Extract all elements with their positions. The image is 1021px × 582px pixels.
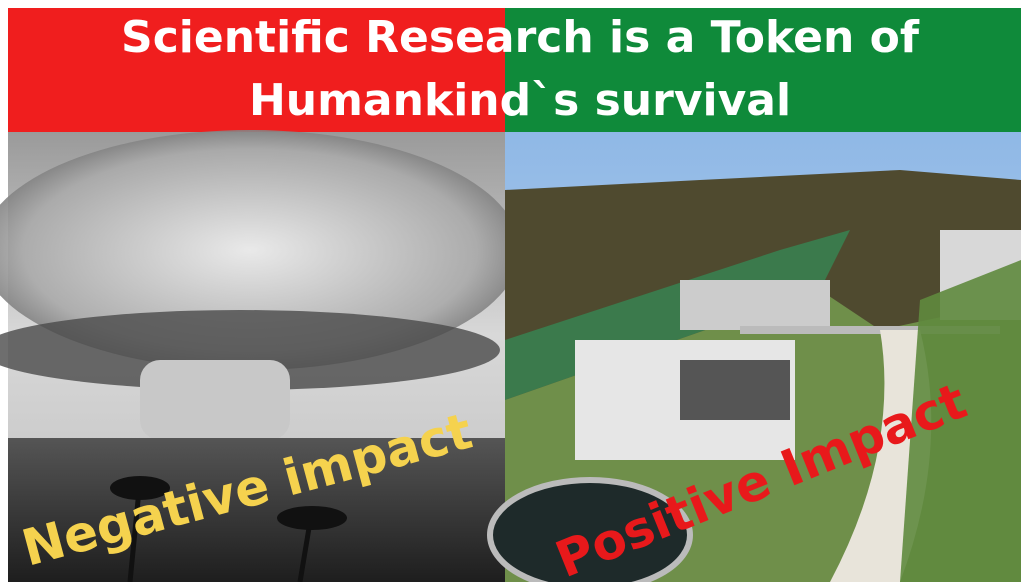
page: Scientific Research is a Token of Humank… — [0, 0, 1021, 582]
image: Scientific Research is a Token of Humank… — [0, 0, 1021, 582]
title-line: Humankind`s survival — [249, 75, 791, 126]
title-line: Scientific Research is a Token of — [121, 12, 920, 63]
positive-photo — [490, 132, 1021, 582]
